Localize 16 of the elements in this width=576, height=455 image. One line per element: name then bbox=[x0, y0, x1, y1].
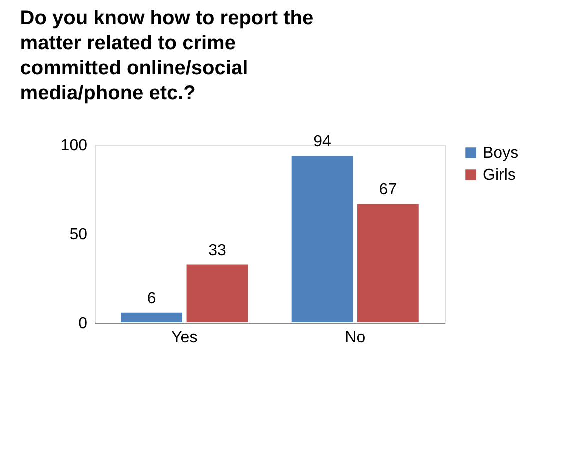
y-tick-label: 0 bbox=[78, 316, 88, 332]
bar bbox=[186, 264, 250, 324]
y-tick-label: 100 bbox=[60, 138, 88, 154]
data-label: 67 bbox=[379, 182, 398, 199]
bar bbox=[120, 312, 184, 324]
x-tick-label: No bbox=[345, 330, 366, 346]
bar bbox=[290, 155, 354, 324]
y-tick-label: 50 bbox=[70, 226, 88, 244]
bar bbox=[356, 203, 420, 324]
data-label: 6 bbox=[147, 290, 156, 308]
x-tick-label: Yes bbox=[172, 330, 198, 346]
chart-title: Do you know how to report the matter related to crime committed online/social media/phone etc.? bbox=[20, 8, 314, 105]
legend-label: Boys bbox=[483, 145, 519, 162]
legend-label: Girls bbox=[483, 167, 516, 184]
data-label: 94 bbox=[314, 134, 332, 151]
data-label: 33 bbox=[208, 242, 226, 260]
